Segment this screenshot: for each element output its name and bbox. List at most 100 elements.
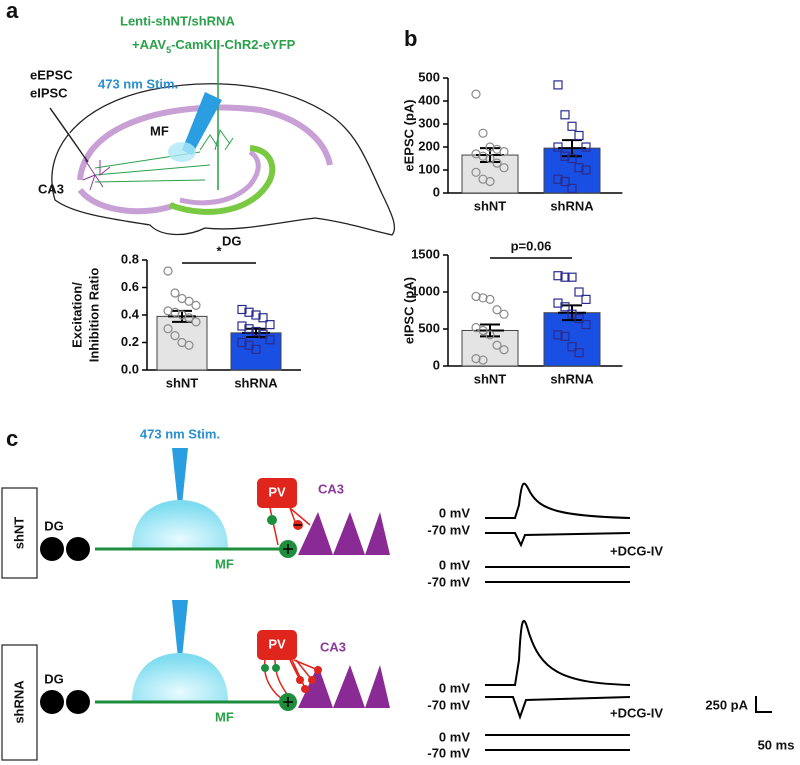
y-tick-label: 0 [433,184,440,199]
data-point [567,153,577,164]
data-point [244,307,254,317]
data-point [184,296,194,306]
data-point [471,89,481,99]
trace-label: 0 mV [439,505,470,520]
y-tick-label: 0.2 [121,334,139,349]
y-tick-label: 300 [418,115,440,130]
data-point [485,176,495,187]
data-point [471,354,481,364]
scale-bar [755,696,772,713]
data-point [163,324,173,334]
dg-label: DG [44,671,64,686]
data-point [574,314,584,324]
data-point [567,183,577,193]
mf-label: MF [215,556,234,571]
data-point [492,340,502,350]
data-point [574,348,584,358]
y-axis-label: Excitation/ [69,282,84,348]
row-shrna: shRNA DG MF CA3 PV 0 mV -70 mV 0 mV -70 … [1,600,663,761]
data-point [485,294,495,304]
x-tick-label: shNT [474,371,507,386]
x-tick-label: shRNA [234,375,278,390]
row-label: shRNA [11,680,26,724]
data-point [265,335,275,345]
data-point [581,319,591,330]
error-bar [558,304,586,322]
mf-label: MF [150,123,169,138]
data-point [478,325,488,336]
pv-label: PV [268,484,286,499]
y-tick-label: 400 [418,92,440,107]
y-tick-label: 500 [418,69,440,84]
drug-label: +DCG-IV [610,543,663,558]
data-point [478,128,488,138]
y-tick-label: 0 [433,357,440,372]
error-bar [558,139,586,158]
row-shnt: shNT DG MF CA3 PV 0 mV -70 mV 0 mV -70 m… [1,448,663,589]
data-point [184,340,194,350]
y-tick-label: 200 [418,138,440,153]
dg-label: DG [222,233,242,248]
stim-label: 473 nm Stim. [140,426,220,441]
data-point [567,272,577,282]
error-bar [242,327,270,338]
data-point [471,167,481,177]
data-point [581,165,591,175]
data-point [485,330,495,340]
trace-label: 0 mV [439,557,470,572]
bar [543,312,601,367]
data-point [560,302,570,312]
data-point [499,345,509,355]
row-label: shNT [11,517,26,550]
y-tick-label: 1000 [411,283,440,298]
data-point [251,344,261,354]
virus-text: +AAV [132,37,166,52]
trace-label: 0 mV [439,680,470,695]
data-point [244,324,254,334]
x-tick-label: shNT [474,198,507,213]
data-point [251,326,261,337]
ca3-label: CA3 [38,181,64,196]
data-point [258,313,268,323]
panel-label: a [6,0,19,23]
data-point [163,306,173,316]
data-point [499,163,509,173]
significance-label: p=0.06 [511,238,552,253]
data-point [581,294,591,304]
virus-label: Lenti-shNT/shRNA [120,13,235,28]
data-point [499,309,509,319]
data-point [567,342,577,352]
data-point [553,330,563,340]
y-tick-label: 0.6 [121,279,139,294]
ca3-label: CA3 [320,639,346,654]
stim-label: 473 nm Stim. [98,76,178,91]
data-point [553,174,563,184]
dg-label: DG [44,518,64,533]
y-tick-label: 1500 [411,246,440,261]
data-point [237,321,247,331]
mf-label: MF [215,709,234,724]
virus-subscript: 5 [166,45,171,55]
data-point [492,305,502,315]
y-axis-label: Inhibition Ratio [86,268,101,363]
recording-label: eIPSC [30,85,68,100]
x-tick-label: shRNA [550,198,594,213]
bar [543,147,601,194]
x-tick-label: shRNA [550,371,594,386]
data-point [567,121,577,131]
data-point [251,310,261,320]
significance-label: * [216,243,222,258]
panel-label: b [404,26,417,51]
trace-label: -70 mV [427,574,470,589]
data-point [560,110,570,120]
data-point [553,80,563,90]
data-point [170,288,180,298]
data-point [553,142,563,152]
drug-label: +DCG-IV [610,705,663,720]
data-point [237,304,247,315]
y-tick-label: 100 [418,161,440,176]
trace-label: -70 mV [427,522,470,537]
data-point [553,271,563,281]
data-point [574,163,584,173]
